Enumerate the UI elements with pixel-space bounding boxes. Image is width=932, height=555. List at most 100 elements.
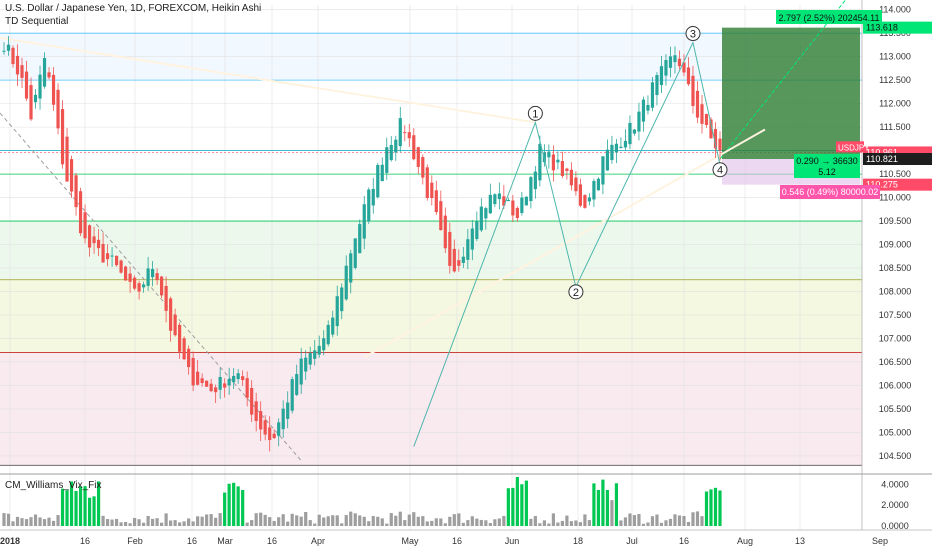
vix-bar (250, 520, 254, 526)
candle-body (493, 194, 497, 205)
candle-body (713, 128, 718, 149)
vix-bar (92, 496, 96, 526)
vix-bar (317, 514, 321, 526)
candle-body (313, 350, 317, 359)
candle-body (511, 200, 515, 216)
time-tick-label: 16 (679, 536, 689, 546)
candle-body (232, 375, 236, 383)
candle-body (623, 140, 628, 148)
candle-body (547, 151, 551, 158)
vix-bar (141, 522, 146, 526)
candle-body (200, 378, 204, 383)
vix-bar (11, 521, 15, 526)
vix-bar (704, 491, 709, 526)
vix-bar (542, 520, 546, 526)
vix-bar (178, 522, 182, 526)
price-tag-label: 110.275 (866, 180, 898, 190)
candle-body (538, 144, 542, 181)
vix-bar (173, 520, 177, 526)
candle-body (344, 265, 348, 300)
ratio-label-top: 0.290 → 36630 (796, 156, 858, 166)
candle-body (322, 338, 326, 351)
candle-body (515, 207, 519, 218)
vix-bar (281, 514, 285, 526)
candle-body (452, 248, 456, 272)
time-axis: 2018 16 Feb 16 Mar 16 Apr May 16 Jun 18 Jul 16 Aug 13 S… (0, 529, 932, 546)
vix-bar (511, 487, 515, 526)
symbol-tag-label: USDJPY (838, 143, 870, 152)
candle-body (24, 71, 29, 99)
vix-bar (83, 486, 87, 526)
candle-body (425, 167, 429, 198)
candle-body (592, 180, 596, 200)
candle-body (650, 82, 655, 108)
candle-body (574, 177, 578, 192)
candle-body (29, 85, 33, 120)
vix-bar (605, 489, 610, 526)
vix-bar (524, 480, 528, 526)
candle-body (326, 324, 330, 345)
candle-body (421, 157, 425, 178)
vix-bar (380, 518, 384, 526)
candle-body (700, 104, 704, 124)
vix-bar (709, 489, 713, 526)
vix-bar (425, 521, 429, 526)
wave-label: 1 (532, 108, 538, 120)
candle-body (65, 136, 69, 182)
candle-body (641, 99, 646, 122)
candle-body (250, 387, 254, 415)
vix-bar (551, 513, 555, 526)
vix-bar (33, 514, 38, 526)
vix-fix-panel: 4.0000 2.0000 0.0000 (0, 473, 932, 531)
candle-body (87, 225, 92, 248)
candle-body (475, 221, 479, 240)
candle-body (83, 212, 87, 239)
vix-bar (20, 518, 24, 526)
candle-body (132, 277, 137, 289)
price-tick-label: 112.000 (879, 99, 911, 109)
price-axis-bg (862, 0, 932, 550)
vix-bar (110, 519, 114, 526)
candle-body (556, 159, 560, 163)
candle-body (362, 204, 366, 239)
vix-bar (659, 522, 664, 526)
vix-bar (461, 522, 465, 526)
candle-body (533, 171, 537, 190)
candle-body (259, 411, 263, 430)
candle-body (709, 119, 713, 139)
candle-body (524, 196, 528, 206)
price-axis: 114.000113.500113.000112.500112.000111.5… (861, 0, 932, 550)
price-tag-label: 110.821 (866, 154, 898, 164)
candle-body (484, 208, 488, 219)
vix-bar (137, 519, 141, 526)
candle-body (74, 175, 78, 208)
vix-bar (358, 515, 362, 526)
time-tick-label: 16 (187, 536, 197, 546)
candle-body (299, 358, 303, 385)
vix-bar (673, 514, 677, 526)
candle-body (114, 255, 119, 266)
vix-bar (15, 516, 20, 526)
candle-body (182, 338, 186, 360)
chart-title: U.S. Dollar / Japanese Yen, 1D, FOREXCOM… (5, 3, 262, 14)
vix-bar (353, 513, 357, 526)
candle-body (353, 238, 357, 268)
vix-bar (646, 522, 650, 526)
candle-body (105, 253, 110, 260)
price-tick-label: 114.000 (879, 5, 911, 15)
candle-body (92, 236, 96, 244)
vix-bar (574, 520, 578, 526)
vix-indicator-title: CM_Williams_Vix_Fix (5, 480, 102, 491)
vix-bar (466, 520, 470, 526)
vix-bar (677, 515, 682, 526)
candle-body (457, 260, 461, 266)
candle-body (614, 143, 619, 153)
candle-body (479, 206, 483, 231)
candle-body (56, 89, 60, 129)
candle-body (655, 75, 659, 96)
vix-bar (682, 516, 686, 526)
price-tick-label: 111.500 (879, 122, 910, 132)
candle-body (601, 156, 605, 185)
